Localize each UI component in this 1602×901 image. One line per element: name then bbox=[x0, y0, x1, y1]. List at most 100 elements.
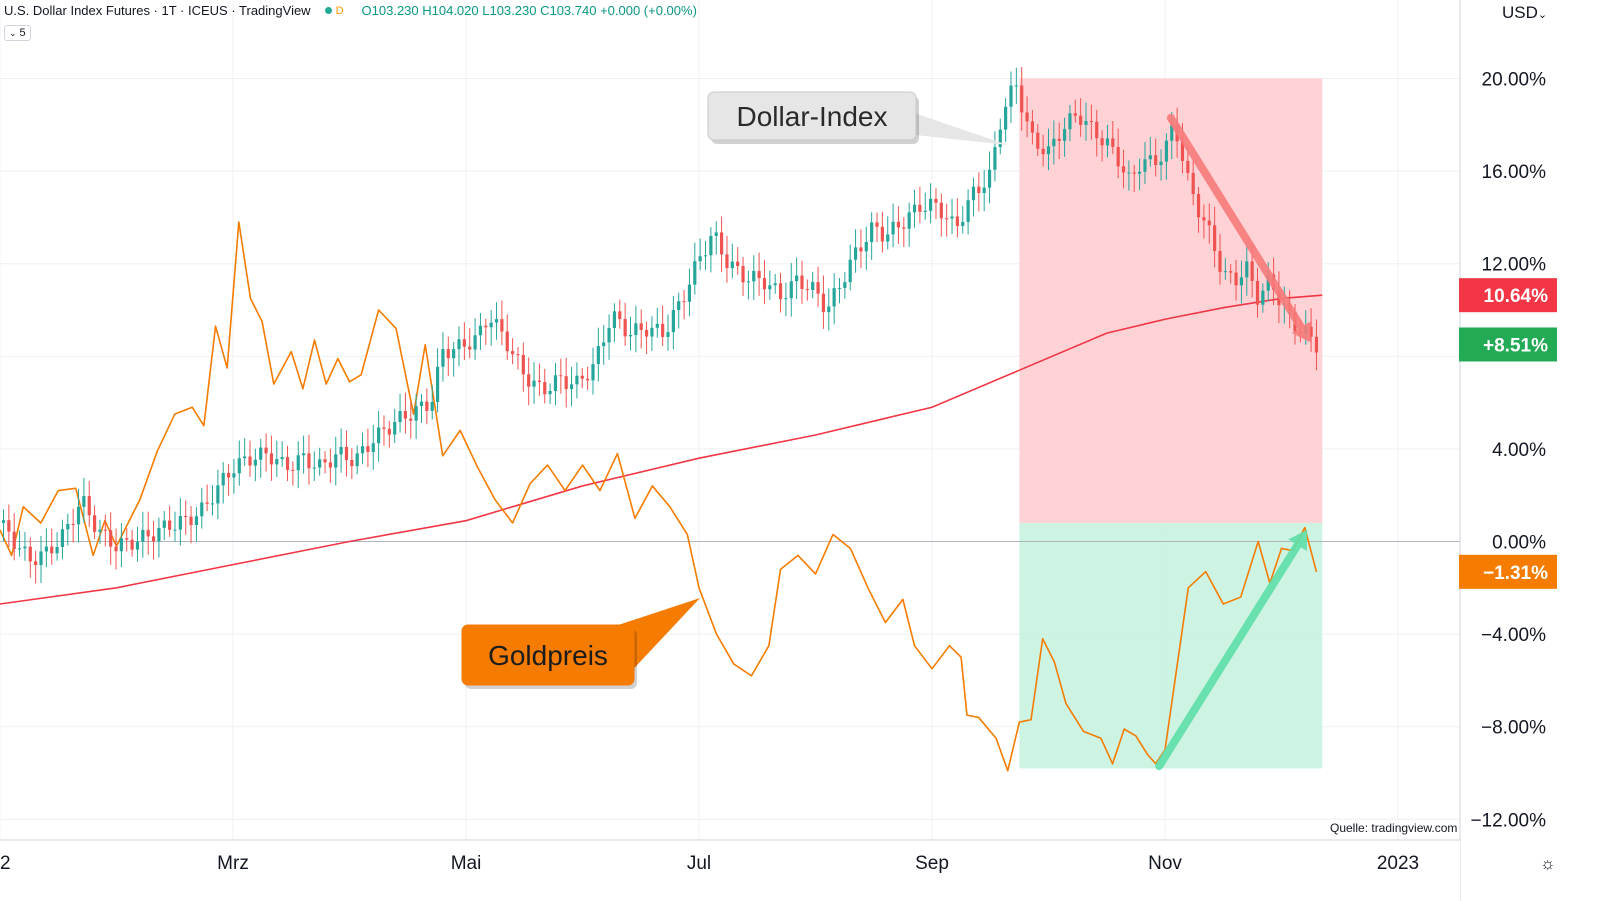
candle bbox=[280, 441, 284, 467]
candle bbox=[607, 314, 611, 360]
candle bbox=[1073, 99, 1077, 123]
candle-body bbox=[923, 210, 927, 212]
candle bbox=[564, 357, 568, 408]
candle-body bbox=[945, 218, 949, 220]
candle bbox=[55, 532, 59, 561]
candle bbox=[146, 511, 150, 555]
candle bbox=[736, 247, 740, 275]
candle bbox=[382, 415, 386, 446]
source-note: Quelle: tradingview.com bbox=[1330, 821, 1458, 835]
arrow-shaft bbox=[1166, 113, 1306, 332]
candle bbox=[1154, 138, 1158, 177]
candle-body bbox=[1052, 138, 1056, 147]
candle-body bbox=[832, 288, 836, 307]
candle-body bbox=[34, 561, 38, 566]
candle-body bbox=[243, 456, 247, 459]
candle bbox=[805, 279, 809, 301]
candle-body bbox=[1111, 138, 1115, 148]
candle-body bbox=[939, 202, 943, 219]
candle bbox=[553, 363, 558, 406]
candle bbox=[521, 342, 525, 392]
candle bbox=[961, 206, 965, 234]
candle-body bbox=[98, 529, 102, 532]
candle bbox=[1062, 117, 1067, 157]
candle bbox=[1202, 204, 1206, 239]
candle bbox=[98, 519, 102, 544]
candle-body bbox=[430, 402, 434, 411]
candle bbox=[923, 192, 927, 220]
candle bbox=[446, 336, 450, 376]
candle-body bbox=[1020, 85, 1024, 113]
candle bbox=[71, 508, 75, 543]
candle-body bbox=[468, 346, 472, 350]
candle-body bbox=[210, 503, 215, 505]
candle-body bbox=[548, 390, 552, 395]
candle bbox=[811, 271, 815, 299]
candle bbox=[323, 451, 327, 474]
candle bbox=[586, 366, 590, 391]
candle bbox=[168, 505, 172, 537]
candle-body bbox=[489, 322, 493, 328]
candle bbox=[205, 484, 209, 512]
candle-body bbox=[1009, 85, 1013, 107]
candle bbox=[1, 509, 6, 542]
candle-body bbox=[891, 221, 895, 235]
candle bbox=[1143, 141, 1147, 185]
candle-body bbox=[1196, 194, 1201, 218]
candle bbox=[1164, 133, 1168, 180]
candle-body bbox=[1138, 171, 1142, 174]
candle bbox=[693, 242, 697, 295]
candle-body bbox=[307, 453, 311, 469]
candle-body bbox=[285, 457, 290, 470]
price-badge-label: −1.31% bbox=[1483, 563, 1548, 584]
candle-body bbox=[521, 355, 525, 375]
candle-body bbox=[92, 515, 97, 532]
y-tick-label: −4.00% bbox=[1481, 625, 1546, 646]
candle bbox=[366, 428, 370, 468]
candle bbox=[837, 278, 842, 304]
candle-body bbox=[264, 447, 268, 454]
candle bbox=[12, 513, 16, 561]
y-tick-label: 4.00% bbox=[1492, 440, 1546, 461]
candle bbox=[135, 526, 140, 562]
candle-body bbox=[644, 329, 649, 337]
indicator-toggle-button[interactable]: ⌄ 5 bbox=[4, 25, 31, 41]
candle-body bbox=[703, 255, 708, 257]
candle bbox=[682, 289, 686, 320]
candle bbox=[259, 438, 263, 478]
candle-body bbox=[698, 256, 702, 262]
candle bbox=[730, 243, 734, 279]
candle bbox=[221, 462, 225, 504]
candle bbox=[703, 241, 708, 270]
candle-body bbox=[902, 227, 906, 229]
candle-body bbox=[714, 232, 718, 236]
settings-gear-icon[interactable]: ☼ bbox=[1540, 854, 1556, 873]
y-tick-label: −8.00% bbox=[1481, 718, 1546, 739]
candle bbox=[800, 260, 804, 305]
candle-body bbox=[60, 529, 65, 547]
candle-body bbox=[296, 455, 300, 471]
candle-body bbox=[1030, 121, 1035, 133]
candle bbox=[1052, 120, 1056, 165]
candle bbox=[832, 273, 836, 325]
candle bbox=[189, 506, 193, 544]
candle-body bbox=[125, 538, 129, 540]
candle-body bbox=[896, 221, 901, 228]
candle bbox=[285, 445, 290, 482]
candle-body bbox=[677, 301, 681, 310]
candle bbox=[23, 532, 27, 561]
candle-body bbox=[1089, 121, 1093, 123]
candle-body bbox=[505, 331, 509, 352]
candle-body bbox=[248, 456, 252, 466]
candle bbox=[237, 440, 241, 486]
price-badge bbox=[1459, 327, 1557, 362]
indicator-count: 5 bbox=[19, 27, 26, 39]
candle-body bbox=[1223, 271, 1227, 273]
symbol-title[interactable]: U.S. Dollar Index Futures · 1T · ICEUS ·… bbox=[4, 3, 311, 18]
currency-selector[interactable]: USD⌄ bbox=[1502, 3, 1547, 23]
candle-body bbox=[23, 546, 27, 549]
candle-body bbox=[1202, 217, 1206, 221]
candle bbox=[1234, 259, 1238, 301]
candle-body bbox=[371, 443, 375, 452]
